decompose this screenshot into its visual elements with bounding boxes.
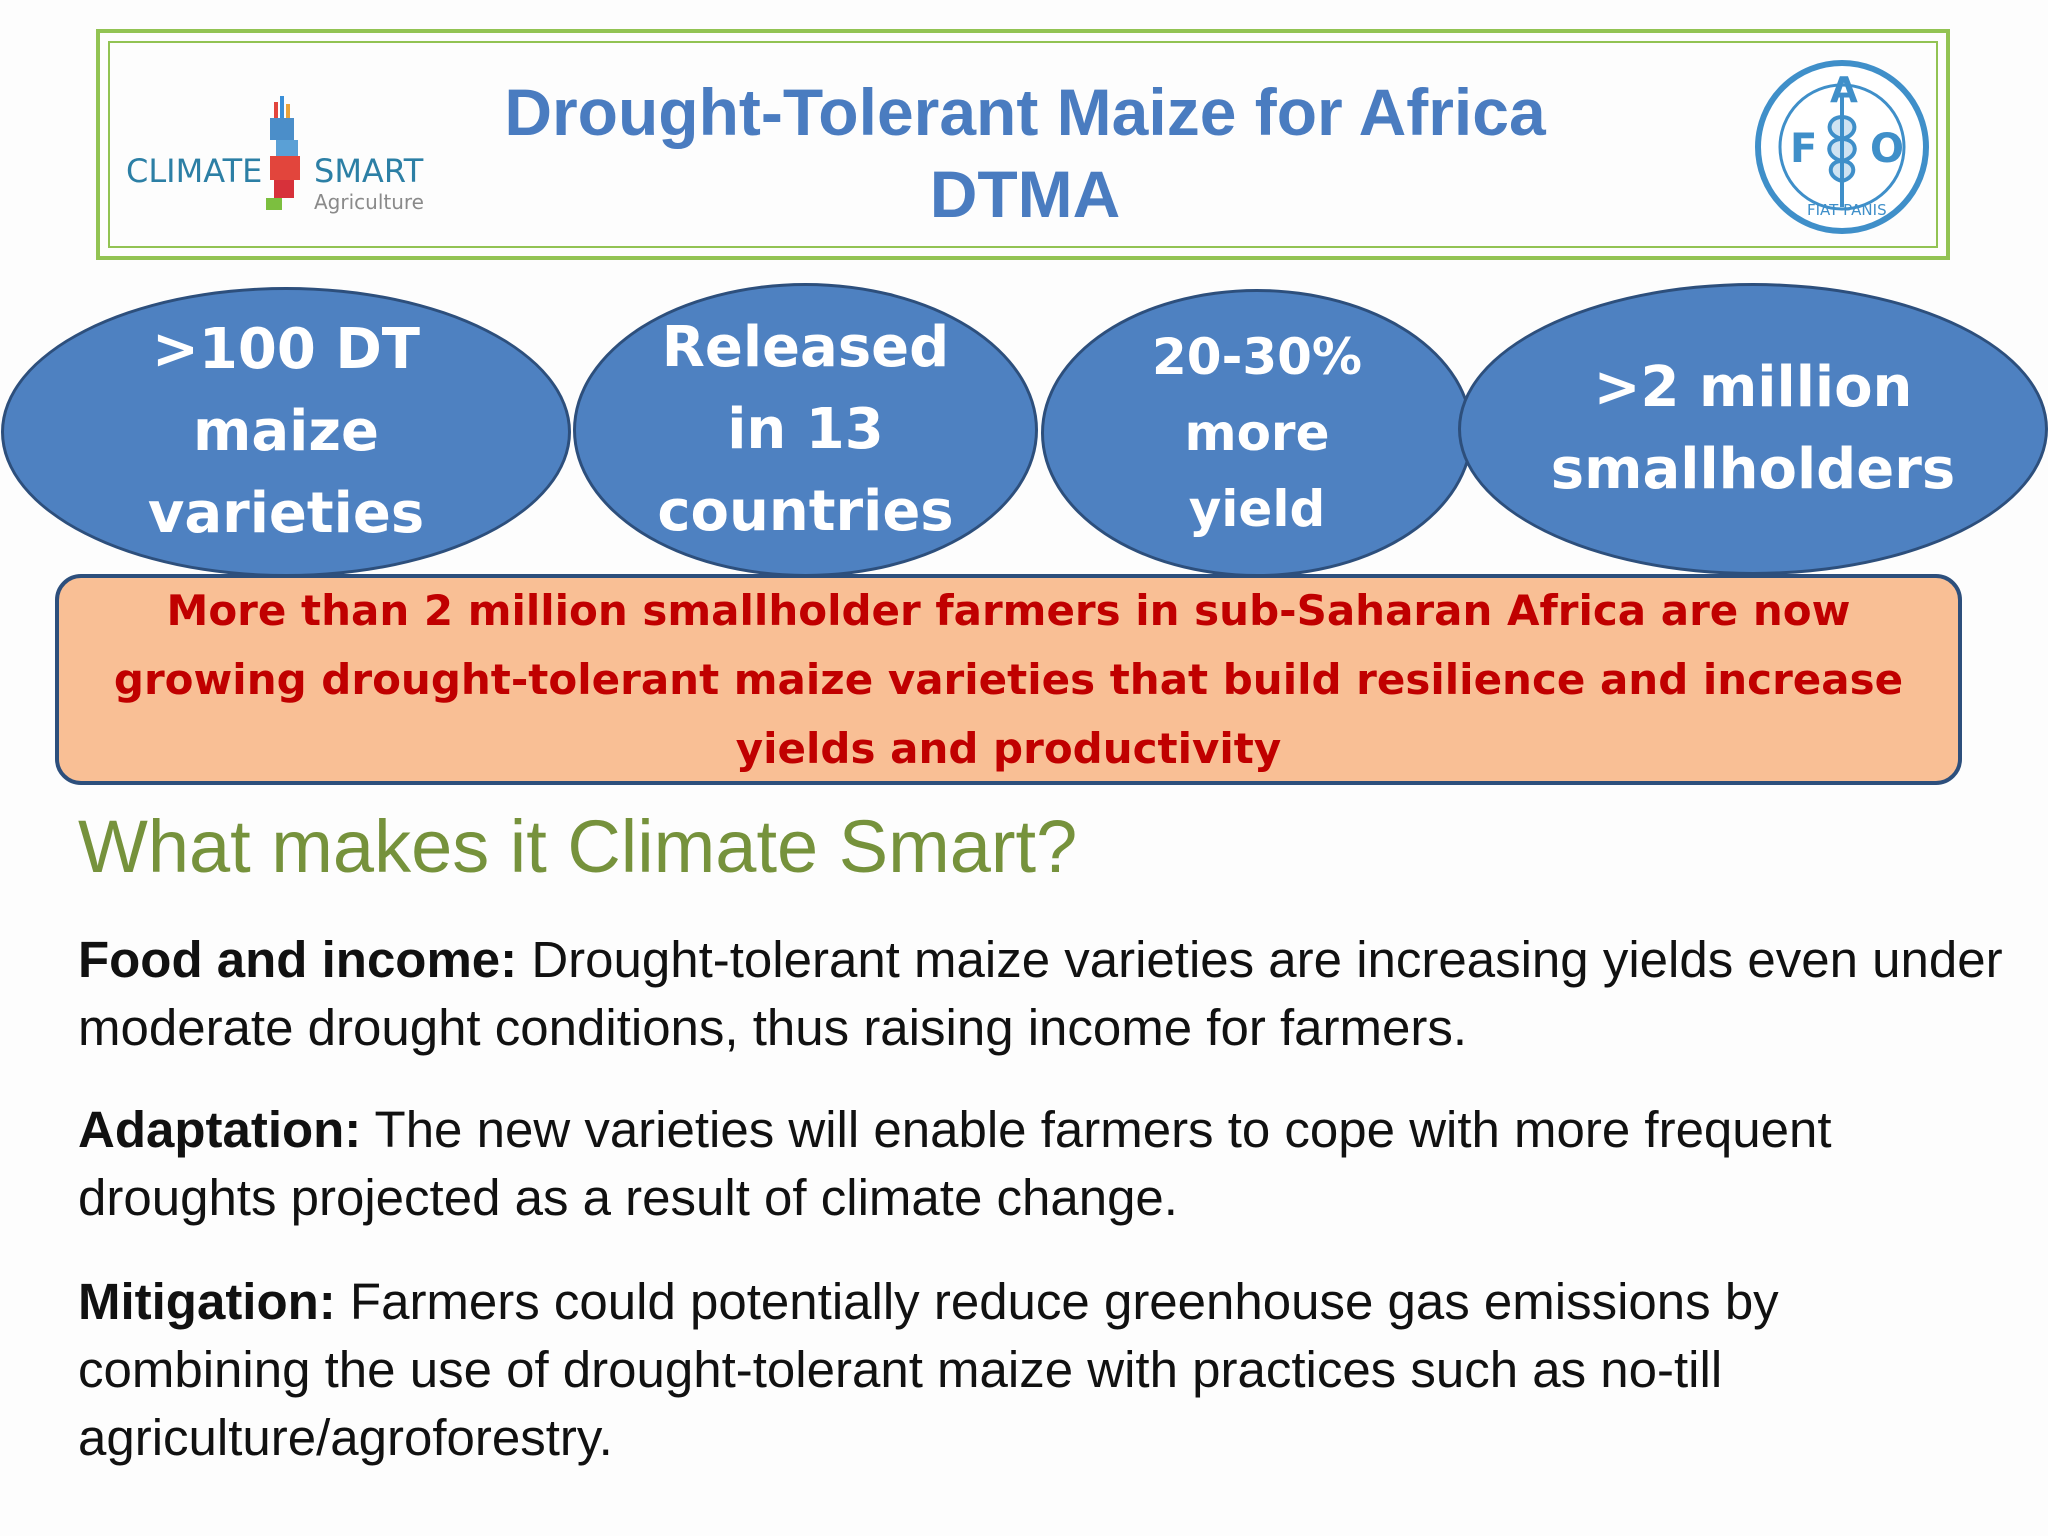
fao-letter-o: O (1870, 126, 1904, 172)
point-text: Drought-tolerant maize varieties are inc… (78, 931, 2003, 1056)
stat-oval-smallholders: >2 million smallholders (1458, 283, 2048, 575)
fao-emblem-icon: F A O FIAT PANIS (1755, 60, 1929, 234)
stat-oval-countries: Released in 13 countries (573, 283, 1038, 577)
stat-line: Released (661, 315, 950, 380)
climate-smart-agriculture-logo: CLIMATE SMART Agriculture (126, 88, 446, 218)
stat-line: countries (657, 479, 954, 544)
logo-word-climate: CLIMATE (126, 152, 263, 190)
point-label: Mitigation: (78, 1273, 336, 1330)
fao-letter-f: F (1790, 126, 1817, 172)
logo-word-smart: SMART (314, 152, 424, 190)
logo-word-agriculture: Agriculture (314, 190, 424, 214)
point-text: Farmers could potentially reduce greenho… (78, 1273, 1779, 1466)
point-label: Food and income: (78, 931, 518, 988)
page-title: Drought-Tolerant Maize for Africa (504, 75, 1546, 149)
csa-logo-emblem-icon (266, 96, 300, 210)
highlight-banner: More than 2 million smallholder farmers … (55, 574, 1962, 785)
stat-oval-yield: 20-30% more yield (1041, 289, 1473, 577)
stat-line: varieties (147, 481, 425, 546)
page-subtitle: DTMA (929, 157, 1121, 231)
stat-line: smallholders (1550, 437, 1956, 502)
point-adaptation: Adaptation: The new varieties will enabl… (78, 1096, 2008, 1232)
stat-line: >2 million (1593, 355, 1913, 420)
stat-line: yield (1188, 480, 1326, 538)
banner-text: More than 2 million smallholder farmers … (113, 586, 1904, 773)
point-food-and-income: Food and income: Drought-tolerant maize … (78, 926, 2008, 1062)
header-frame (96, 29, 1950, 260)
stat-line: more (1184, 404, 1330, 462)
fao-motto: FIAT PANIS (1807, 201, 1887, 219)
stat-line: >100 DT (152, 317, 420, 382)
point-text: The new varieties will enable farmers to… (78, 1101, 1832, 1226)
point-mitigation: Mitigation: Farmers could potentially re… (78, 1268, 2008, 1472)
stat-line: maize (193, 399, 379, 464)
stat-line: 20-30% (1151, 328, 1362, 386)
point-label: Adaptation: (78, 1101, 362, 1158)
fao-letter-a: A (1830, 70, 1858, 111)
fao-logo: F A O FIAT PANIS (1752, 57, 1932, 237)
stat-oval-varieties: >100 DT maize varieties (1, 287, 571, 577)
section-heading: What makes it Climate Smart? (78, 805, 1078, 888)
stat-line: in 13 (727, 397, 884, 462)
header-inner-frame (108, 41, 1938, 248)
